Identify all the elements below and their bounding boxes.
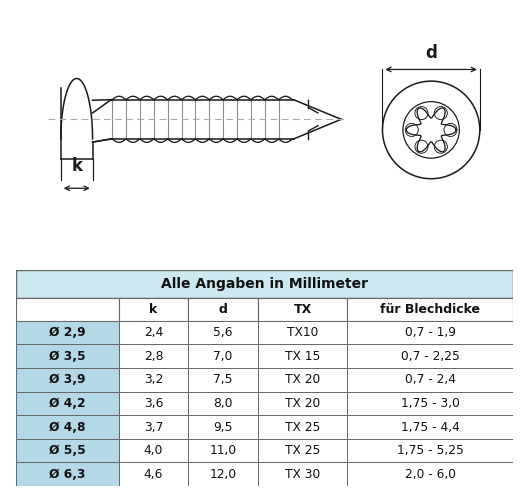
Text: 9,5: 9,5 bbox=[213, 421, 233, 434]
Bar bbox=[348, 392, 513, 415]
Bar bbox=[258, 392, 348, 415]
Bar bbox=[16, 392, 118, 415]
Text: Ø 5,5: Ø 5,5 bbox=[49, 444, 86, 457]
Text: TX 30: TX 30 bbox=[285, 468, 320, 481]
Bar bbox=[258, 321, 348, 344]
Text: 8,0: 8,0 bbox=[213, 397, 233, 410]
Bar bbox=[118, 415, 188, 439]
Bar bbox=[16, 463, 118, 486]
Bar bbox=[258, 439, 348, 463]
Bar bbox=[258, 463, 348, 486]
Bar bbox=[118, 298, 188, 321]
Text: 1,75 - 3,0: 1,75 - 3,0 bbox=[401, 397, 460, 410]
Text: 0,7 - 2,4: 0,7 - 2,4 bbox=[405, 373, 456, 386]
Bar bbox=[188, 439, 258, 463]
Bar bbox=[258, 415, 348, 439]
Bar bbox=[16, 439, 118, 463]
Bar bbox=[348, 368, 513, 392]
Bar bbox=[118, 463, 188, 486]
Text: 4,6: 4,6 bbox=[144, 468, 163, 481]
Text: TX 20: TX 20 bbox=[285, 397, 320, 410]
Bar bbox=[348, 439, 513, 463]
Bar bbox=[118, 439, 188, 463]
Text: TX10: TX10 bbox=[287, 326, 318, 339]
Text: k: k bbox=[71, 157, 82, 175]
Text: Ø 4,2: Ø 4,2 bbox=[49, 397, 86, 410]
Text: 0,7 - 1,9: 0,7 - 1,9 bbox=[405, 326, 456, 339]
Bar bbox=[188, 392, 258, 415]
Text: TX 15: TX 15 bbox=[285, 350, 321, 363]
Bar bbox=[188, 463, 258, 486]
Text: TX 20: TX 20 bbox=[285, 373, 320, 386]
Text: Ø 4,8: Ø 4,8 bbox=[49, 421, 86, 434]
Text: 3,2: 3,2 bbox=[144, 373, 163, 386]
Bar bbox=[348, 298, 513, 321]
Text: 0,7 - 2,25: 0,7 - 2,25 bbox=[401, 350, 460, 363]
Bar bbox=[118, 344, 188, 368]
Text: 1,75 - 4,4: 1,75 - 4,4 bbox=[401, 421, 460, 434]
Text: k: k bbox=[149, 303, 158, 316]
Text: TX: TX bbox=[294, 303, 312, 316]
Bar bbox=[348, 344, 513, 368]
Text: 1,75 - 5,25: 1,75 - 5,25 bbox=[397, 444, 464, 457]
Text: 4,0: 4,0 bbox=[144, 444, 163, 457]
Text: 7,0: 7,0 bbox=[213, 350, 233, 363]
Text: für Blechdicke: für Blechdicke bbox=[380, 303, 480, 316]
Bar bbox=[188, 344, 258, 368]
Bar bbox=[16, 344, 118, 368]
Bar bbox=[118, 392, 188, 415]
Text: Ø 3,9: Ø 3,9 bbox=[49, 373, 86, 386]
Bar bbox=[348, 321, 513, 344]
Text: Alle Angaben in Millimeter: Alle Angaben in Millimeter bbox=[161, 277, 368, 291]
Text: TX 25: TX 25 bbox=[285, 444, 321, 457]
Text: Ø 3,5: Ø 3,5 bbox=[49, 350, 86, 363]
Bar bbox=[16, 270, 513, 298]
Bar bbox=[16, 321, 118, 344]
Text: 3,6: 3,6 bbox=[144, 397, 163, 410]
Text: 12,0: 12,0 bbox=[209, 468, 236, 481]
Text: Ø 6,3: Ø 6,3 bbox=[49, 468, 86, 481]
Bar bbox=[16, 368, 118, 392]
Bar bbox=[258, 368, 348, 392]
Bar bbox=[188, 321, 258, 344]
Bar bbox=[348, 463, 513, 486]
Text: d: d bbox=[425, 44, 437, 61]
Text: 3,7: 3,7 bbox=[144, 421, 163, 434]
Bar bbox=[188, 298, 258, 321]
Text: 2,0 - 6,0: 2,0 - 6,0 bbox=[405, 468, 456, 481]
Text: 2,4: 2,4 bbox=[144, 326, 163, 339]
Bar bbox=[118, 368, 188, 392]
Bar bbox=[16, 298, 118, 321]
Bar bbox=[258, 298, 348, 321]
Text: 11,0: 11,0 bbox=[209, 444, 236, 457]
Text: 5,6: 5,6 bbox=[213, 326, 233, 339]
Bar bbox=[258, 344, 348, 368]
Text: d: d bbox=[218, 303, 227, 316]
Text: Ø 2,9: Ø 2,9 bbox=[49, 326, 86, 339]
Bar bbox=[348, 415, 513, 439]
Text: TX 25: TX 25 bbox=[285, 421, 321, 434]
Text: 2,8: 2,8 bbox=[144, 350, 163, 363]
Bar bbox=[118, 321, 188, 344]
Bar bbox=[188, 368, 258, 392]
Text: 7,5: 7,5 bbox=[213, 373, 233, 386]
Bar bbox=[16, 415, 118, 439]
Bar bbox=[188, 415, 258, 439]
